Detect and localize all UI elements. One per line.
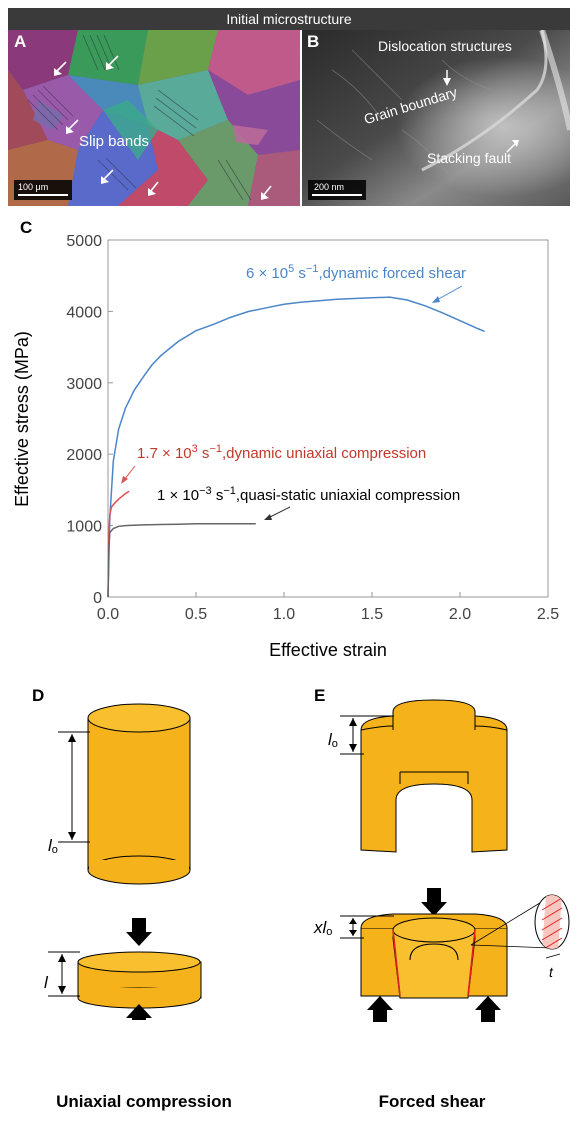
x-tick-label: 1.5 [361,606,383,623]
series-label-part: s [294,265,306,282]
y-tick-label: 2000 [66,447,102,464]
cylinder-compressed [77,951,202,1009]
series-label-part: −1 [209,443,222,455]
x-tick-label: 0.0 [97,606,119,623]
stacking-fault-label: Stacking fault [427,150,512,166]
panel-a-scale-bar-label: 100 μm [18,182,49,192]
panel-b-letter: B [307,32,320,51]
y-tick-label: 5000 [66,233,102,250]
series-label-quasi-static: 1 × 10−3 s−1,quasi-static uniaxial compr… [157,485,460,504]
shear-initial-length-label: lo [328,730,338,750]
series-label-part: ,dynamic uniaxial compression [222,445,426,462]
series-label-part: ,dynamic forced shear [318,265,466,282]
support-arrow-right-icon [475,996,501,1022]
series-line-forced-shear [107,296,485,598]
uniaxial-compression-diagram [48,703,202,1020]
series-line-quasi-static [107,523,256,598]
y-tick-label: 0 [93,590,102,607]
slip-bands-label: Slip bands [79,133,150,150]
series-label-forced-shear: 6 × 105 s−1,dynamic forced shear [246,263,466,282]
panel-b-scale-bar-label: 200 nm [314,182,345,192]
series-label-part: −1 [306,263,319,275]
support-arrow-left-icon [367,996,393,1022]
panel-b-image [302,30,570,206]
series-label-part: 6 × 10 [246,265,288,282]
y-axis-label: Effective stress (MPa) [12,331,32,507]
x-tick-label: 2.0 [449,606,471,623]
forced-shear-diagram [340,699,570,1022]
x-axis-label: Effective strain [269,640,387,660]
dislocation-structures-label: Dislocation structures [378,38,512,54]
shear-displacement-label: xlo [314,918,333,938]
microstructure-header [8,8,570,30]
plot-frame [107,239,549,598]
panel-a-image [8,30,300,206]
y-tick-label: 3000 [66,376,102,393]
annotation-arrow-quasi-static [267,506,291,519]
series-label-part: s [198,445,210,462]
series-label-part: s [212,487,224,504]
x-tick-label: 0.5 [185,606,207,623]
forced-shear-caption: Forced shear [378,1092,486,1111]
annotation-arrow-dynamic-compression [123,465,136,481]
series-label-part: −1 [223,485,236,497]
series-label-part: ,quasi-static uniaxial compression [236,487,460,504]
stress-strain-chart: 0.0 0.5 1.0 1.5 2.0 2.5 0 1000 2000 3000 4000 5000… [12,233,559,660]
x-tick-label: 1.0 [273,606,295,623]
y-tick-label: 1000 [66,519,102,536]
compression-arrow-top-icon [126,918,152,946]
band-thickness-label: t [549,964,553,980]
shear-arrow-top-icon [421,888,447,916]
compressed-length-label: l [44,973,48,992]
panel-e-letter: E [314,686,326,705]
series-label-part: −3 [199,485,212,497]
compression-arrow-bottom-icon [126,1004,152,1020]
series-label-part: 3 [192,443,198,455]
series-label-part: 1 × 10 [157,487,199,504]
initial-length-label: lo [48,836,58,856]
y-tick-label: 4000 [66,304,102,321]
cylinder-initial [87,703,191,885]
annotation-arrow-forced-shear [434,285,463,302]
panel-c-letter: C [20,218,33,237]
series-label-part: 5 [288,263,294,275]
panel-a-letter: A [14,32,27,51]
series-label-dynamic-compression: 1.7 × 103 s−1,dynamic uniaxial compressi… [137,443,426,462]
microstructure-title: Initial microstructure [226,11,352,27]
uniaxial-compression-caption: Uniaxial compression [56,1092,232,1111]
series-line-dynamic-compression [107,490,130,598]
x-tick-label: 2.5 [537,606,559,623]
series-label-part: 1.7 × 10 [137,445,192,462]
panel-d-letter: D [32,686,45,705]
